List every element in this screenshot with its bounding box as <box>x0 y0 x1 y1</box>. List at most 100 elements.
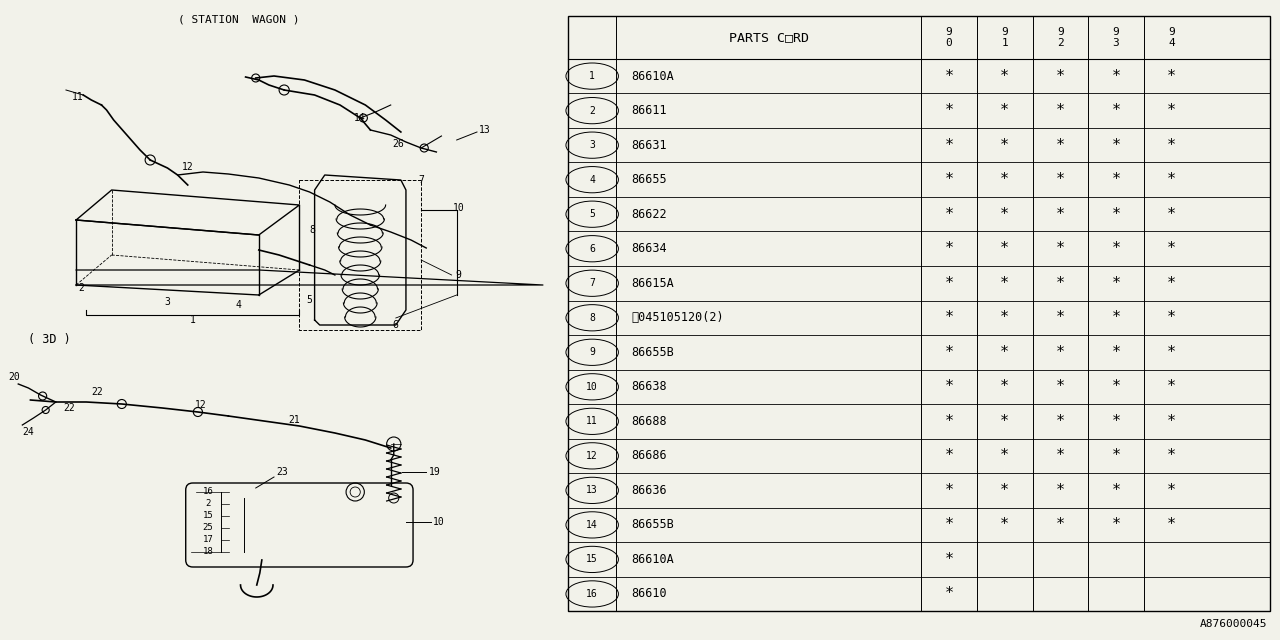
Text: *: * <box>1111 103 1120 118</box>
Text: 6: 6 <box>589 244 595 253</box>
Text: Ⓢ045105120(2): Ⓢ045105120(2) <box>631 311 724 324</box>
Text: *: * <box>945 552 954 567</box>
Text: *: * <box>1000 276 1009 291</box>
Text: *: * <box>1056 172 1065 187</box>
Text: ( STATION  WAGON ): ( STATION WAGON ) <box>178 15 300 25</box>
Text: *: * <box>1000 207 1009 221</box>
Text: PARTS C□RD: PARTS C□RD <box>728 31 809 44</box>
Text: 19: 19 <box>429 467 440 477</box>
Text: 18: 18 <box>202 547 214 557</box>
Text: *: * <box>1167 380 1176 394</box>
Text: 86636: 86636 <box>631 484 667 497</box>
Text: *: * <box>945 138 954 153</box>
Text: *: * <box>1111 276 1120 291</box>
Text: *: * <box>945 380 954 394</box>
Text: *: * <box>1111 414 1120 429</box>
Text: *: * <box>1167 68 1176 84</box>
Text: *: * <box>1056 449 1065 463</box>
Text: 8: 8 <box>589 313 595 323</box>
Text: *: * <box>1111 241 1120 256</box>
Text: 15: 15 <box>586 554 598 564</box>
Text: *: * <box>1000 310 1009 325</box>
Text: *: * <box>945 345 954 360</box>
Text: *: * <box>945 207 954 221</box>
Text: *: * <box>1111 380 1120 394</box>
Text: *: * <box>1000 172 1009 187</box>
Text: *: * <box>1000 68 1009 84</box>
Text: 86610: 86610 <box>631 588 667 600</box>
Text: *: * <box>1111 517 1120 532</box>
Text: 14: 14 <box>353 113 365 123</box>
Text: 86610A: 86610A <box>631 553 675 566</box>
Text: *: * <box>1056 207 1065 221</box>
Text: 9
1: 9 1 <box>1001 27 1009 48</box>
Text: *: * <box>1167 138 1176 153</box>
Text: *: * <box>945 414 954 429</box>
Text: 22: 22 <box>92 387 104 397</box>
Text: *: * <box>945 241 954 256</box>
Text: 9
3: 9 3 <box>1112 27 1120 48</box>
Text: 1: 1 <box>589 71 595 81</box>
Text: *: * <box>1167 414 1176 429</box>
Bar <box>568 16 1270 611</box>
Text: 3: 3 <box>165 297 170 307</box>
Text: 3: 3 <box>589 140 595 150</box>
Text: 1: 1 <box>189 315 196 325</box>
Text: *: * <box>1167 103 1176 118</box>
Text: *: * <box>1000 483 1009 498</box>
Text: 11: 11 <box>72 92 83 102</box>
Text: 9
2: 9 2 <box>1057 27 1064 48</box>
Text: 9
0: 9 0 <box>946 27 952 48</box>
Text: 5: 5 <box>589 209 595 220</box>
Text: *: * <box>1000 517 1009 532</box>
Text: 13: 13 <box>479 125 492 135</box>
Text: *: * <box>1167 449 1176 463</box>
Text: 10: 10 <box>453 203 465 213</box>
Text: 12: 12 <box>195 400 207 410</box>
Text: 9: 9 <box>456 270 462 280</box>
Text: *: * <box>1111 449 1120 463</box>
Text: *: * <box>1056 138 1065 153</box>
Text: *: * <box>1056 517 1065 532</box>
Text: *: * <box>1167 276 1176 291</box>
Text: 2: 2 <box>78 283 84 293</box>
Text: *: * <box>1111 68 1120 84</box>
Text: *: * <box>1056 483 1065 498</box>
Text: *: * <box>1056 241 1065 256</box>
Text: *: * <box>1000 414 1009 429</box>
Text: *: * <box>945 172 954 187</box>
Text: 8: 8 <box>310 225 315 235</box>
Text: *: * <box>1056 414 1065 429</box>
Text: 86611: 86611 <box>631 104 667 117</box>
Text: *: * <box>1111 345 1120 360</box>
Text: *: * <box>945 586 954 602</box>
Text: 86686: 86686 <box>631 449 667 462</box>
Text: 7: 7 <box>419 175 424 185</box>
Text: 12: 12 <box>586 451 598 461</box>
Text: *: * <box>1000 449 1009 463</box>
Text: 6: 6 <box>393 320 399 330</box>
Text: 86610A: 86610A <box>631 70 675 83</box>
Text: *: * <box>1111 483 1120 498</box>
Text: *: * <box>945 68 954 84</box>
Text: *: * <box>945 276 954 291</box>
Text: *: * <box>1000 380 1009 394</box>
Text: 5: 5 <box>307 295 312 305</box>
Text: *: * <box>1056 68 1065 84</box>
Text: *: * <box>1000 241 1009 256</box>
Text: *: * <box>1167 172 1176 187</box>
Text: *: * <box>1167 310 1176 325</box>
Text: *: * <box>1056 276 1065 291</box>
Text: 10: 10 <box>586 382 598 392</box>
Text: 21: 21 <box>288 415 301 425</box>
Text: *: * <box>1167 483 1176 498</box>
Text: 24: 24 <box>23 427 35 437</box>
Text: 26: 26 <box>392 139 403 149</box>
Text: 9: 9 <box>589 348 595 357</box>
Text: 22: 22 <box>63 403 76 413</box>
Text: 86655: 86655 <box>631 173 667 186</box>
Text: 23: 23 <box>276 467 288 477</box>
Text: *: * <box>1056 310 1065 325</box>
Text: 2: 2 <box>589 106 595 116</box>
Text: A876000045: A876000045 <box>1199 619 1267 629</box>
